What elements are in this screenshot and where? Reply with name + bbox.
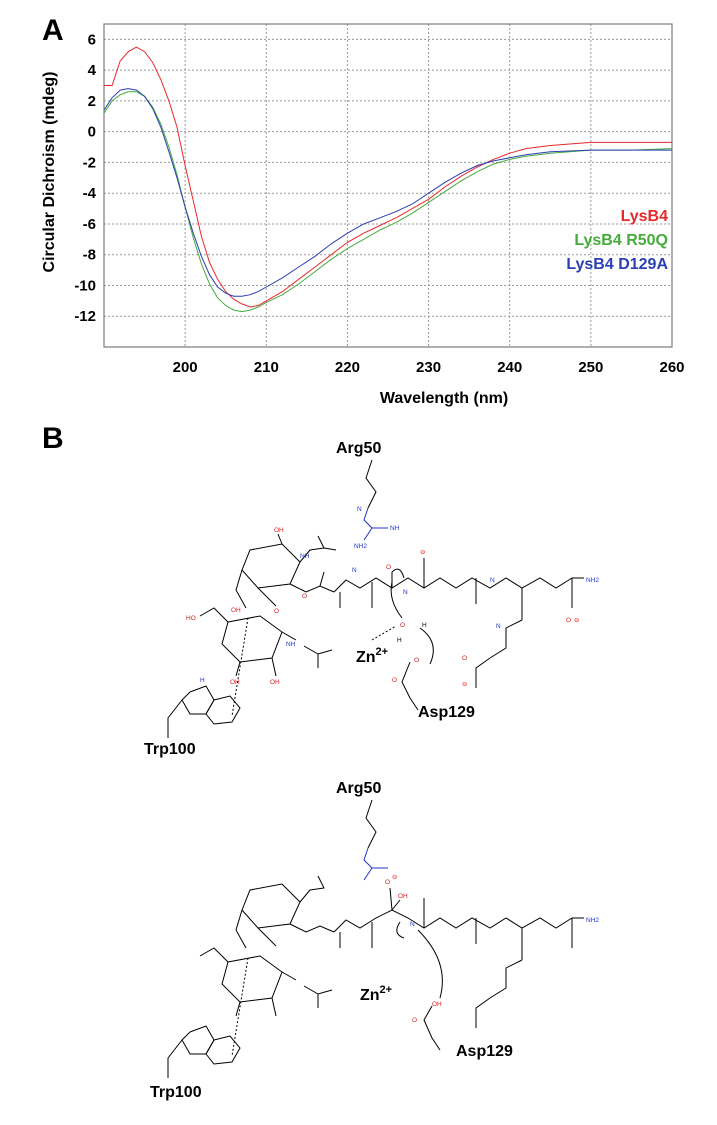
y-tick-label: 2 bbox=[88, 93, 96, 110]
x-tick-label: 220 bbox=[335, 359, 360, 376]
svg-text:OH: OH bbox=[398, 893, 408, 900]
x-tick-label: 200 bbox=[173, 359, 198, 376]
svg-text:O: O bbox=[462, 655, 467, 662]
panel-b-letter: B bbox=[42, 422, 64, 455]
arg-chain bbox=[365, 459, 377, 509]
x-tick-label: 210 bbox=[254, 359, 279, 376]
y-tick-label: 6 bbox=[88, 31, 96, 48]
guanidinium bbox=[363, 507, 373, 529]
svg-text:O: O bbox=[386, 564, 391, 571]
series-line-1 bbox=[103, 91, 673, 313]
x-axis-label: Wavelength (nm) bbox=[380, 390, 508, 407]
svg-text:O: O bbox=[385, 879, 390, 886]
trp100-label: Trp100 bbox=[144, 741, 196, 758]
svg-text:NH2: NH2 bbox=[586, 917, 599, 924]
svg-text:NH2: NH2 bbox=[354, 543, 367, 550]
arrow-2 bbox=[391, 568, 405, 579]
sugar-ring-2b bbox=[221, 955, 283, 1003]
svg-text:NH: NH bbox=[286, 641, 296, 648]
plot-frame bbox=[103, 23, 673, 348]
svg-text:⊖: ⊖ bbox=[420, 549, 426, 556]
svg-text:NH: NH bbox=[300, 553, 310, 560]
x-tick-label: 230 bbox=[416, 359, 441, 376]
svg-text:O: O bbox=[302, 593, 307, 600]
svg-text:OH: OH bbox=[274, 527, 284, 534]
peptide-backbone bbox=[333, 577, 573, 593]
y-tick-label: -10 bbox=[74, 277, 96, 294]
sugar-ring-2 bbox=[221, 615, 283, 663]
svg-text:N: N bbox=[496, 623, 501, 630]
svg-text:⊖: ⊖ bbox=[574, 617, 580, 624]
indole-ring-b bbox=[181, 1025, 215, 1055]
y-tick-label: 0 bbox=[88, 124, 96, 141]
asp129-label: Asp129 bbox=[418, 704, 475, 721]
y-tick-label: -6 bbox=[83, 216, 96, 233]
series-line-2 bbox=[103, 88, 672, 297]
chart-series bbox=[103, 46, 673, 313]
y-tick-label: -2 bbox=[83, 154, 96, 171]
svg-text:O: O bbox=[414, 657, 419, 664]
arrow-3 bbox=[419, 627, 434, 665]
sugar-ring-1 bbox=[241, 543, 301, 589]
arrow-1 bbox=[390, 581, 403, 619]
svg-text:⊖: ⊖ bbox=[392, 874, 398, 881]
svg-text:N: N bbox=[352, 567, 357, 574]
svg-text:H: H bbox=[422, 622, 427, 629]
asp129-label-2: Asp129 bbox=[456, 1043, 513, 1060]
arg50-label-2: Arg50 bbox=[336, 780, 381, 797]
svg-text:O: O bbox=[274, 608, 279, 615]
svg-text:NH: NH bbox=[390, 525, 400, 532]
cd-spectrum-chart: 6 4 2 0 -2 -4 -6 -8 -10 -12 200 210 220 230 240 250 260… bbox=[41, 23, 685, 407]
svg-text:OH: OH bbox=[432, 1001, 442, 1008]
legend-entry-1: LysB4 R50Q bbox=[574, 232, 668, 249]
svg-text:N: N bbox=[403, 589, 408, 596]
svg-text:OH: OH bbox=[231, 607, 241, 614]
x-tick-label: 260 bbox=[659, 359, 684, 376]
legend-entry-2: LysB4 D129A bbox=[566, 256, 668, 273]
sugar-ring-1b bbox=[241, 883, 301, 929]
legend-entry-0: LysB4 bbox=[621, 208, 669, 225]
chart-grid bbox=[104, 24, 672, 347]
mechanism-structure-top: Arg50 N NH NH2 OH NH OH O O N N N NH2 O … bbox=[144, 440, 599, 758]
peptide-backbone-b bbox=[333, 909, 573, 933]
chart-legend: LysB4 LysB4 R50Q LysB4 D129A bbox=[566, 208, 668, 273]
y-tick-labels: 6 4 2 0 -2 -4 -6 -8 -10 -12 bbox=[74, 31, 96, 325]
zinc-label: Zn2+ bbox=[356, 646, 388, 666]
svg-text:NH2: NH2 bbox=[586, 577, 599, 584]
y-tick-label: -12 bbox=[74, 308, 96, 325]
svg-text:O: O bbox=[392, 677, 397, 684]
svg-text:⊖: ⊖ bbox=[462, 681, 468, 688]
y-tick-label: -8 bbox=[83, 247, 96, 264]
trp100-label-2: Trp100 bbox=[150, 1084, 202, 1101]
x-tick-label: 240 bbox=[497, 359, 522, 376]
svg-text:O: O bbox=[412, 1017, 417, 1024]
arg50-label: Arg50 bbox=[336, 440, 381, 457]
panel-a-letter: A bbox=[42, 14, 64, 47]
indole-ring bbox=[181, 685, 215, 715]
svg-text:N: N bbox=[410, 921, 415, 928]
svg-text:HO: HO bbox=[186, 615, 196, 622]
svg-text:OH: OH bbox=[230, 679, 240, 686]
y-tick-label: -4 bbox=[83, 185, 97, 202]
svg-text:OH: OH bbox=[270, 679, 280, 686]
svg-text:N: N bbox=[490, 577, 495, 584]
svg-text:H: H bbox=[200, 677, 205, 684]
svg-text:H: H bbox=[397, 637, 402, 644]
y-tick-label: 4 bbox=[88, 62, 97, 79]
x-tick-label: 250 bbox=[578, 359, 603, 376]
zinc-label-2: Zn2+ bbox=[360, 984, 392, 1004]
x-tick-labels: 200 210 220 230 240 250 260 bbox=[173, 359, 685, 376]
svg-text:O: O bbox=[400, 622, 405, 629]
svg-text:N: N bbox=[357, 506, 362, 513]
mechanism-structure-bottom: Arg50 O ⊖ OH N NH2 Zn2+ OH O Asp129 Trp1… bbox=[150, 780, 599, 1101]
y-axis-label: Circular Dichroism (mdeg) bbox=[41, 72, 58, 273]
svg-text:O: O bbox=[566, 617, 571, 624]
